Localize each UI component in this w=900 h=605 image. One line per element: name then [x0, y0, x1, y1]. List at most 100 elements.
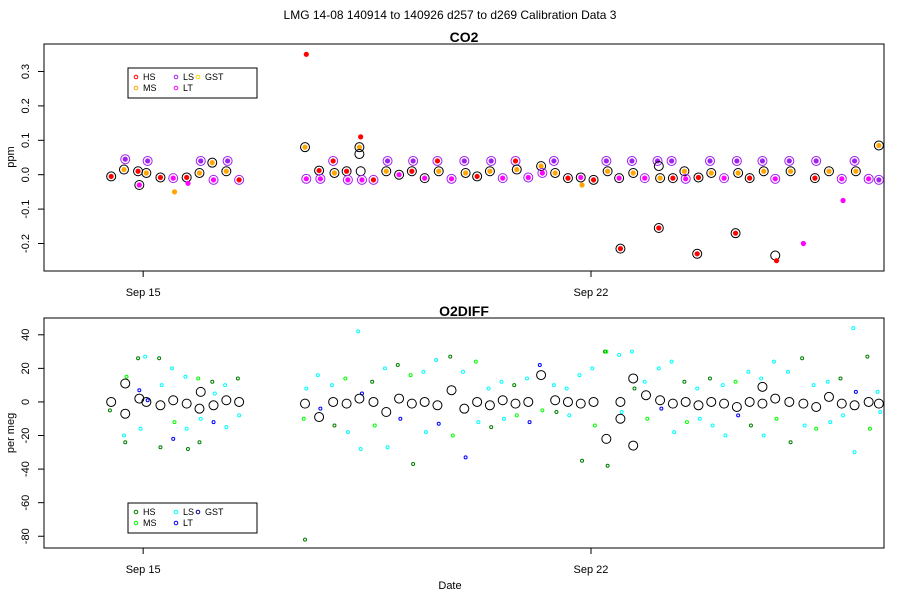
data-point-ring: [653, 161, 664, 172]
data-point-ring: [588, 396, 599, 407]
data-point: [487, 168, 493, 174]
data-point: [385, 445, 390, 450]
data-point: [525, 174, 531, 181]
data-point: [462, 170, 469, 176]
data-point-ring: [770, 173, 781, 184]
data-point-ring: [446, 173, 457, 184]
data-point: [121, 166, 127, 173]
data-point-ring: [419, 396, 430, 407]
co2-y-axis-label: ppm: [5, 146, 17, 167]
data-point: [656, 225, 662, 231]
data-point-ring: [459, 403, 470, 414]
data-point-ring: [222, 155, 233, 166]
data-point: [209, 160, 215, 166]
data-point: [851, 326, 856, 331]
data-point-ring: [770, 393, 781, 404]
legend-marker: [173, 509, 179, 515]
data-point: [603, 158, 609, 164]
data-point: [236, 177, 242, 183]
data-point-ring: [168, 173, 179, 184]
data-point-ring: [142, 155, 153, 166]
data-point: [814, 426, 819, 431]
data-point: [564, 386, 569, 391]
data-point-ring: [497, 395, 508, 406]
data-point: [527, 420, 532, 425]
data-point: [539, 170, 545, 176]
y-tick-label: 0.0: [20, 167, 32, 182]
data-point-ring: [628, 373, 639, 384]
data-point: [185, 446, 190, 451]
data-point-ring: [523, 172, 534, 183]
data-point: [772, 176, 778, 182]
data-point: [183, 374, 188, 379]
data-point: [461, 369, 466, 374]
data-point: [136, 356, 141, 361]
data-point: [329, 383, 334, 388]
data-point-ring: [406, 398, 417, 409]
data-point: [370, 177, 377, 183]
data-point: [826, 168, 832, 174]
data-point: [235, 376, 240, 381]
data-point: [185, 180, 191, 186]
data-point: [223, 383, 228, 388]
data-point: [212, 391, 217, 396]
data-point-ring: [849, 400, 860, 411]
data-point-ring: [719, 398, 730, 409]
data-point-ring: [744, 396, 755, 407]
data-point-ring: [141, 167, 152, 178]
data-point-ring: [195, 155, 206, 166]
data-point-ring: [641, 390, 652, 401]
data-point: [697, 416, 702, 421]
legend-marker: [133, 520, 139, 526]
data-point-ring: [329, 167, 340, 178]
data-point: [695, 386, 700, 391]
data-point: [707, 376, 712, 381]
legend-label: LS: [183, 507, 194, 517]
data-point: [590, 177, 597, 183]
data-point-ring: [757, 381, 768, 392]
data-point-ring: [406, 166, 417, 177]
data-point: [746, 369, 751, 374]
data-point-ring: [537, 167, 548, 178]
data-point-ring: [208, 174, 219, 185]
data-point-ring: [628, 167, 639, 178]
data-point-ring: [460, 167, 471, 178]
data-point: [759, 376, 764, 381]
data-point: [315, 373, 320, 378]
data-point-ring: [381, 166, 392, 177]
legend-marker: [133, 85, 139, 91]
data-point-ring: [679, 166, 690, 177]
data-point-ring: [484, 400, 495, 411]
legend-box: [127, 502, 258, 534]
data-point: [669, 359, 674, 364]
data-point: [450, 433, 455, 438]
legend-box: [127, 67, 258, 99]
data-point: [670, 175, 676, 181]
data-point: [811, 383, 816, 388]
data-point: [137, 388, 142, 393]
data-point: [184, 426, 189, 431]
data-point: [474, 173, 480, 180]
data-point: [656, 366, 661, 371]
legend-marker: [133, 509, 139, 515]
x-tick-label: Sep 22: [574, 287, 609, 299]
data-point: [800, 240, 806, 247]
data-point: [198, 158, 204, 164]
legend-label: LT: [183, 83, 193, 93]
o2diff-y-axis: -80 -60 -40 -20 0 20 40: [20, 329, 45, 544]
data-point-ring: [120, 408, 131, 419]
data-point: [672, 430, 677, 435]
data-point: [398, 416, 403, 421]
y-tick-label: -60: [20, 495, 32, 511]
data-point: [604, 349, 609, 354]
data-point: [196, 376, 201, 381]
data-point-ring: [497, 173, 508, 184]
data-point: [733, 379, 738, 384]
data-point-ring: [601, 433, 612, 444]
data-point: [865, 354, 870, 359]
data-point: [330, 158, 336, 164]
data-point-ring: [328, 155, 339, 166]
data-point: [410, 158, 416, 164]
data-point-ring: [758, 166, 769, 177]
